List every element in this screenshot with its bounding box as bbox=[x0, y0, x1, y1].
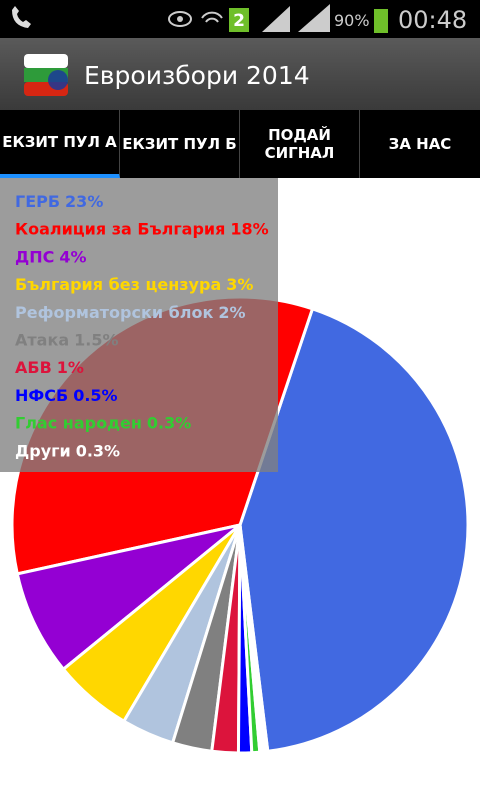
phone-icon bbox=[12, 6, 31, 28]
legend-name: Глас народен bbox=[15, 414, 142, 433]
legend-entry: АБВ 1% bbox=[15, 358, 84, 377]
legend-entry: България без цензура 3% bbox=[15, 275, 253, 294]
eye-pupil bbox=[177, 16, 183, 22]
legend-value: 23% bbox=[65, 192, 103, 211]
battery-percent: 90% bbox=[334, 11, 370, 30]
flag-white bbox=[24, 54, 68, 68]
legend-value: 3% bbox=[226, 275, 253, 294]
status-icons: 2 90% 00:48 bbox=[12, 4, 467, 34]
legend-entry: Глас народен 0.3% bbox=[15, 414, 191, 433]
legend-value: 18% bbox=[230, 220, 268, 239]
legend-entry: ГЕРБ 23% bbox=[15, 192, 103, 211]
pie-chart: ГЕРБ 23% Коалиция за България 18% ДПС 4% Бълга… bbox=[0, 178, 470, 755]
pie-slice bbox=[15, 523, 241, 672]
legend-entry: ДПС 4% bbox=[15, 247, 87, 266]
legend-value: 2% bbox=[218, 303, 245, 322]
app-bar: Евроизбори 2014 bbox=[0, 38, 480, 110]
pie-slice bbox=[238, 306, 470, 753]
tab[interactable]: ЕКЗИТ ПУЛ А bbox=[0, 110, 120, 178]
legend-entry: Други 0.3% bbox=[15, 441, 120, 460]
legend-name: Други bbox=[15, 441, 71, 460]
legend-value: 1.5% bbox=[74, 331, 118, 350]
legend-entry: НФСБ 0.5% bbox=[15, 386, 118, 405]
app-bar-content: Евроизбори 2014 bbox=[24, 54, 310, 96]
legend-background bbox=[0, 178, 278, 472]
legend-name: Атака bbox=[15, 331, 69, 350]
eu-stars bbox=[48, 70, 68, 90]
app-title: Евроизбори 2014 bbox=[84, 61, 310, 90]
tab-label: ЕКЗИТ ПУЛ А bbox=[2, 133, 117, 151]
legend-name: Коалиция за България bbox=[15, 220, 225, 239]
signal-icon bbox=[298, 4, 330, 32]
tab-label: ЗА НАС bbox=[388, 135, 452, 153]
wifi-icon bbox=[201, 11, 223, 23]
legend-name: България без цензура bbox=[15, 275, 221, 294]
tab[interactable]: ПОДАЙ СИГНАЛ bbox=[240, 110, 360, 178]
tab-bar: ЕКЗИТ ПУЛ А ЕКЗИТ ПУЛ Б ПОДАЙ СИГНАЛ ЗА … bbox=[0, 110, 480, 178]
tab-label: ПОДАЙ СИГНАЛ bbox=[264, 126, 335, 162]
legend-value: 0.3% bbox=[147, 414, 191, 433]
status-bar: 2 90% 00:48 bbox=[0, 0, 480, 38]
legend-entry: Коалиция за България 18% bbox=[15, 220, 269, 239]
legend-value: 4% bbox=[59, 247, 86, 266]
legend-name: Реформаторски блок bbox=[15, 303, 214, 322]
tab-label: ЕКЗИТ ПУЛ Б bbox=[122, 135, 237, 153]
legend-value: 1% bbox=[57, 358, 84, 377]
pie-slice bbox=[238, 524, 270, 754]
legend-name: ГЕРБ bbox=[15, 192, 60, 211]
battery-icon bbox=[374, 9, 388, 33]
legend-name: НФСБ bbox=[15, 386, 68, 405]
legend-entry: Атака 1.5% bbox=[15, 331, 118, 350]
notification-count: 2 bbox=[233, 11, 245, 31]
tab[interactable]: ЗА НАС bbox=[360, 110, 480, 178]
signal-icon bbox=[262, 6, 290, 32]
legend-name: АБВ bbox=[15, 358, 52, 377]
tab[interactable]: ЕКЗИТ ПУЛ Б bbox=[120, 110, 240, 178]
legend-value: 0.3% bbox=[76, 441, 120, 460]
legend-entry: Реформаторски блок 2% bbox=[15, 303, 246, 322]
eye-icon bbox=[168, 11, 192, 27]
notification-badge bbox=[229, 8, 249, 32]
legend-value: 0.5% bbox=[73, 386, 117, 405]
clock: 00:48 bbox=[398, 6, 467, 34]
legend-name: ДПС bbox=[15, 247, 54, 266]
